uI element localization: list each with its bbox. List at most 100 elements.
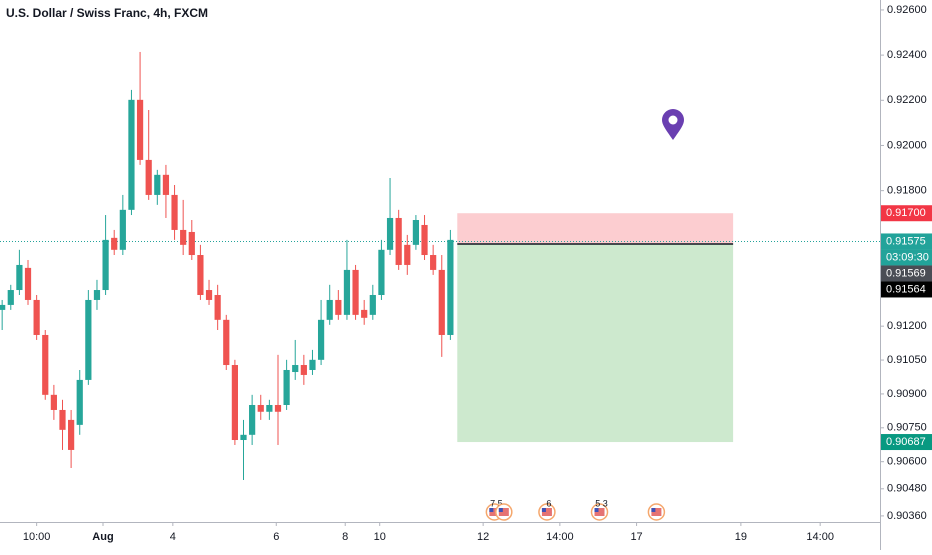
candle-body xyxy=(145,159,152,195)
candle-body xyxy=(223,319,230,366)
x-tick-label: 14:00 xyxy=(546,531,574,543)
candle-body xyxy=(42,334,49,395)
event-flag-canton xyxy=(489,508,494,512)
y-tick-label: 0.92200 xyxy=(887,94,927,106)
y-tick-label: 0.91050 xyxy=(887,354,927,366)
candle-body xyxy=(438,269,445,335)
candle-body xyxy=(180,229,187,245)
candle-body xyxy=(154,174,161,195)
event-flag xyxy=(651,508,662,516)
candle-body xyxy=(197,255,204,295)
candle-body xyxy=(412,220,420,245)
target-zone xyxy=(457,243,734,443)
candle-body xyxy=(361,309,368,318)
price-label: 03:09:30 xyxy=(886,251,929,263)
price-label-box xyxy=(881,249,932,266)
candle-body xyxy=(93,290,101,300)
event-flag xyxy=(541,508,552,516)
candle-body xyxy=(300,365,307,375)
chart-title: U.S. Dollar / Swiss Franc, 4h, FXCM xyxy=(6,6,208,20)
y-tick-label: 0.90480 xyxy=(887,483,927,495)
price-label: 0.91569 xyxy=(886,267,926,279)
event-flag-canton xyxy=(498,508,503,512)
candle-body xyxy=(274,404,282,412)
price-label: 0.91700 xyxy=(886,207,926,219)
price-label-box xyxy=(881,265,932,282)
candle-body xyxy=(7,290,14,305)
event-flag xyxy=(489,508,500,516)
candle-body xyxy=(128,99,135,210)
x-tick-label: 4 xyxy=(170,531,176,543)
candle-body xyxy=(369,294,376,315)
candle-body xyxy=(85,299,92,380)
candle-body xyxy=(317,319,325,360)
price-label: 0.90687 xyxy=(886,436,926,448)
x-tick-label: 19 xyxy=(735,531,747,543)
candle-body xyxy=(404,244,411,265)
candle-body xyxy=(136,99,144,160)
candle-body xyxy=(292,365,299,373)
y-tick-label: 0.91800 xyxy=(887,185,927,197)
candle-body xyxy=(231,365,238,441)
x-tick-label: 12 xyxy=(477,531,489,543)
event-flag xyxy=(498,508,509,516)
y-tick-label: 0.91200 xyxy=(887,320,927,332)
candle-body xyxy=(386,217,394,250)
price-label-box xyxy=(881,205,932,222)
candle-body xyxy=(50,394,57,410)
x-tick-label: 10 xyxy=(374,531,386,543)
candle-body xyxy=(171,194,178,230)
event-flag-canton xyxy=(541,508,546,512)
candle-body xyxy=(395,217,402,265)
y-tick-label: 0.90750 xyxy=(887,422,927,434)
event-flag-canton xyxy=(651,508,656,512)
candle-body xyxy=(421,224,428,256)
y-tick-label: 0.92400 xyxy=(887,49,927,61)
candle-body xyxy=(205,290,213,300)
candle-body xyxy=(249,404,256,435)
price-label: 0.91564 xyxy=(886,283,926,295)
y-tick-label: 0.92600 xyxy=(887,4,927,16)
x-tick-label: 8 xyxy=(342,531,348,543)
candle-body xyxy=(24,267,32,300)
price-label-box xyxy=(881,281,932,298)
x-tick-label: 17 xyxy=(630,531,642,543)
event-flag-canton xyxy=(594,508,599,512)
candle-body xyxy=(335,299,342,315)
candle-body xyxy=(240,434,247,441)
candle-body xyxy=(447,239,454,335)
label-layer: 0.91700 0.91575 03:09:30 0.91569 0.91564 0.90… xyxy=(485,205,932,521)
price-label-box xyxy=(881,434,932,451)
candle-body xyxy=(188,231,195,256)
candle-body xyxy=(76,379,83,425)
stop-zone xyxy=(457,213,734,244)
y-tick-label: 0.90900 xyxy=(887,388,927,400)
candle-body xyxy=(309,359,316,370)
y-tick-label: 0.90600 xyxy=(887,456,927,468)
candle-body xyxy=(430,255,437,270)
candle-body xyxy=(343,269,351,315)
candle-body xyxy=(102,239,109,291)
event-flag xyxy=(594,508,605,516)
candle-body xyxy=(214,294,221,320)
event-label: 5 3 xyxy=(595,498,608,508)
candle-body xyxy=(283,369,290,405)
marker-pin-dot xyxy=(668,115,678,125)
event-label: 6 xyxy=(546,498,551,508)
candle-body xyxy=(378,249,385,295)
candle-body xyxy=(59,409,66,430)
x-tick-label: 14:00 xyxy=(806,531,834,543)
candle-body xyxy=(326,299,333,320)
price-label: 0.91575 xyxy=(886,235,926,247)
price-label-box xyxy=(881,233,932,250)
candle-body xyxy=(33,299,40,335)
candle-body xyxy=(119,209,126,250)
candle-body xyxy=(111,237,118,250)
candle-body xyxy=(266,404,273,412)
y-tick-label: 0.90360 xyxy=(887,510,927,522)
y-tick-label: 0.92000 xyxy=(887,139,927,151)
position-layer xyxy=(0,213,880,443)
